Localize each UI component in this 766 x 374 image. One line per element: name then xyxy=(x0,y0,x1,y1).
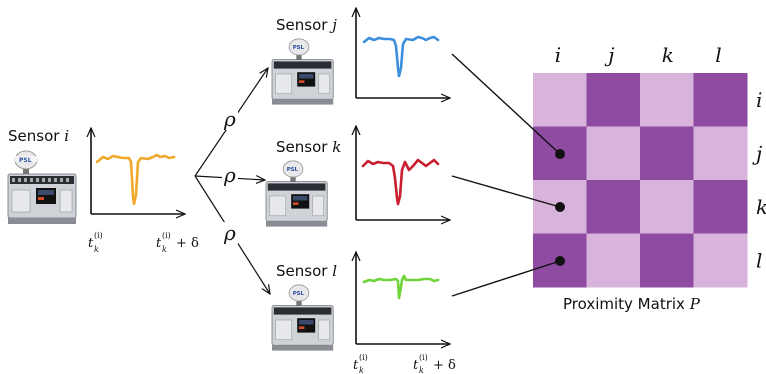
matrix-cell-l-l xyxy=(693,233,748,288)
svg-text:PSL: PSL xyxy=(293,45,305,51)
sensor-k-label: Sensor k xyxy=(276,138,341,156)
svg-text:k: k xyxy=(162,245,167,254)
branch-arrows: ρ ρ ρ xyxy=(194,68,270,294)
svg-text:(i): (i) xyxy=(162,231,171,240)
sensor-j-label: Sensor j xyxy=(276,16,337,34)
sensor-l-start-time-label: t (i) k xyxy=(353,353,368,374)
matrix-dot-j-i xyxy=(555,149,565,159)
matrix-cell-j-j xyxy=(586,126,641,181)
sensor-i-end-time-label: t (i) k + δ xyxy=(156,231,199,254)
sensor-i-start-time-label: t (i) k xyxy=(88,231,103,254)
matrix-column-labels: i j k l xyxy=(555,43,722,67)
svg-text:+ δ: + δ xyxy=(176,236,199,251)
rho-label-l: ρ xyxy=(223,221,236,245)
svg-text:PSL: PSL xyxy=(287,167,299,173)
matrix-row-label-k: k xyxy=(756,195,766,219)
connector-l xyxy=(451,260,561,297)
sensor-j-signal-waveform xyxy=(362,35,440,78)
matrix-col-label-i: i xyxy=(555,43,561,67)
matrix-title: Proximity Matrix P xyxy=(563,295,701,313)
proximity-matrix xyxy=(533,73,748,288)
sensor-i-group: Sensor i PSL t (i) k t (i) xyxy=(7,127,199,254)
svg-text:k: k xyxy=(359,366,364,374)
svg-text:t: t xyxy=(88,236,94,251)
svg-text:(i): (i) xyxy=(94,231,103,240)
matrix-col-label-k: k xyxy=(662,43,674,67)
matrix-row-label-i: i xyxy=(756,88,762,112)
matrix-cell-i-j xyxy=(586,73,641,127)
svg-text:k: k xyxy=(94,245,99,254)
connector-j xyxy=(451,53,561,155)
matrix-cell-l-j xyxy=(586,233,641,288)
matrix-cell-k-k xyxy=(640,180,694,234)
matrix-cell-l-k xyxy=(640,233,694,288)
svg-text:PSL: PSL xyxy=(293,291,305,297)
sensor-l-label: Sensor l xyxy=(276,262,337,280)
rho-label-k: ρ xyxy=(223,163,236,187)
svg-text:PSL: PSL xyxy=(19,157,32,164)
svg-text:k: k xyxy=(419,366,424,374)
matrix-dot-l-i xyxy=(555,256,565,266)
sensor-k-group: Sensor k PSL xyxy=(265,126,450,227)
matrix-row-label-l: l xyxy=(756,248,762,272)
sensor-l-end-time-label: t (i) k + δ xyxy=(413,353,456,374)
sensor-l-group: Sensor l PSL t (i) k t (i) k + δ xyxy=(271,252,456,374)
matrix-cell-i-i xyxy=(533,73,587,127)
svg-text:t: t xyxy=(156,236,162,251)
matrix-cell-i-l xyxy=(693,73,748,127)
matrix-cell-k-l xyxy=(693,180,748,234)
matrix-col-label-l: l xyxy=(715,43,721,67)
sensor-l-device-icon: PSL xyxy=(271,284,334,351)
connector-k xyxy=(451,175,561,208)
matrix-cell-j-k xyxy=(640,126,694,181)
matrix-cell-i-k xyxy=(640,73,694,127)
matrix-row-label-j: j xyxy=(752,141,762,165)
sensor-k-signal-waveform xyxy=(361,158,440,206)
matrix-cell-k-j xyxy=(586,180,641,234)
sensor-l-signal-waveform xyxy=(362,274,440,300)
svg-text:+ δ: + δ xyxy=(433,358,456,373)
sensor-i-signal-waveform xyxy=(95,153,176,206)
svg-text:(i): (i) xyxy=(419,353,428,362)
sensor-i-label: Sensor i xyxy=(8,127,69,145)
matrix-row-labels: i j k l xyxy=(752,88,766,273)
rho-label-j: ρ xyxy=(223,107,236,131)
matrix-col-label-j: j xyxy=(604,43,614,67)
svg-text:t: t xyxy=(353,358,359,373)
sensor-i-device-icon: PSL xyxy=(7,150,77,224)
sensor-j-device-icon: PSL xyxy=(271,38,334,105)
connector-lines xyxy=(451,53,565,297)
matrix-dot-k-i xyxy=(555,202,565,212)
sensor-j-group: Sensor j PSL xyxy=(271,8,450,105)
sensor-k-device-icon: PSL xyxy=(265,160,328,227)
matrix-cell-j-l xyxy=(693,126,748,181)
svg-text:t: t xyxy=(413,358,419,373)
svg-text:(i): (i) xyxy=(359,353,368,362)
